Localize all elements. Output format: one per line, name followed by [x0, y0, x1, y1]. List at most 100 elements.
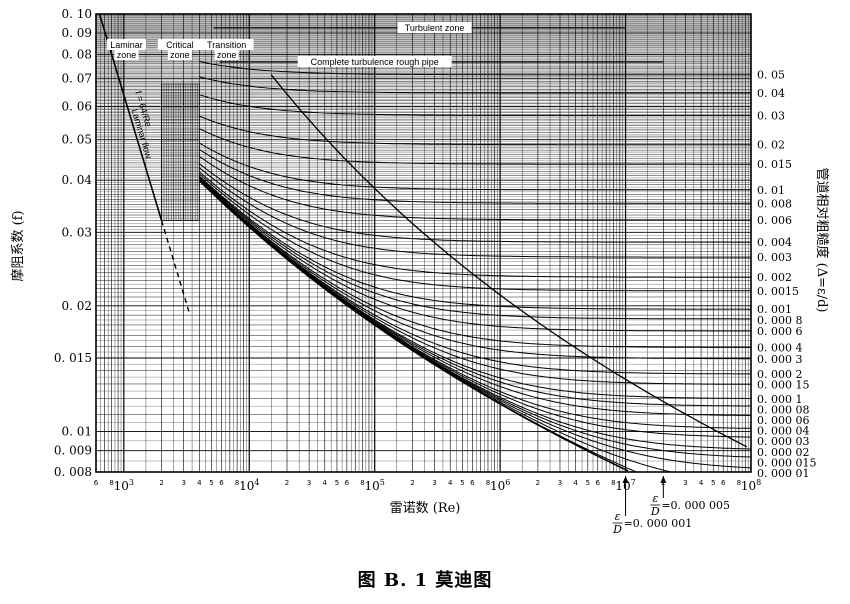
plot-frame [95, 13, 752, 473]
roughness-curve [199, 128, 751, 165]
roughness-curve [198, 167, 751, 258]
annotation-arrowhead [622, 476, 629, 483]
x-minor-label: 4 [699, 479, 704, 487]
figure-caption: 图 B. 1 莫迪图 [357, 570, 493, 591]
roughness-curve [198, 177, 751, 332]
x-minor-label: 2 [285, 479, 289, 487]
annotation-d: D [650, 505, 660, 518]
x-tick-label: 105 [365, 478, 385, 493]
x-minor-label: 6 [345, 479, 350, 487]
rough-zone-label: Complete turbulence rough pipe [311, 57, 439, 67]
rough-zone-label-bg [297, 56, 452, 67]
y-tick-label: 0. 009 [54, 444, 92, 458]
roughness-curve [199, 60, 751, 76]
x-minor-label: 3 [307, 479, 311, 487]
y-tick-label: 0. 09 [61, 26, 92, 40]
roughness-curve [198, 178, 751, 348]
roughness-curve [198, 171, 751, 278]
x-minor-label: 3 [181, 479, 185, 487]
roughness-label: 0. 006 [757, 214, 792, 227]
x-tick-label: 106 [490, 478, 510, 493]
roughness-label: 0. 001 [757, 303, 792, 316]
turbulent-zone-label-bg [397, 22, 472, 33]
x-minor-label: 6 [94, 479, 99, 487]
y-tick-label: 0. 06 [61, 100, 92, 114]
critical-zone-label-2-bg [167, 49, 192, 60]
roughness-label: 0. 000 02 [757, 446, 809, 459]
x-minor-label: 4 [573, 479, 578, 487]
y-tick-label: 0. 01 [61, 425, 92, 439]
roughness-curve [198, 173, 751, 292]
x-tick-label: 103 [114, 478, 134, 493]
y-tick-label: 0. 10 [61, 7, 92, 21]
y-tick-label: 0. 07 [61, 72, 92, 86]
roughness-label: 0. 002 [757, 271, 792, 284]
y-tick-label: 0. 08 [61, 47, 92, 61]
roughness-label: 0. 0015 [757, 285, 799, 298]
roughness-label: 0. 000 04 [757, 425, 809, 438]
roughness-curves [161, 60, 752, 473]
roughness-label: 0. 000 015 [757, 456, 816, 469]
x-minor-label: 8 [360, 479, 364, 487]
laminar-zone-label-bg [106, 39, 146, 50]
laminar-zone-label-2-bg [114, 49, 139, 60]
grid-lines [95, 13, 751, 473]
rough-boundary-line [270, 74, 748, 448]
x-minor-label: 4 [197, 479, 202, 487]
roughness-curve [199, 115, 751, 146]
y-tick-label: 0. 008 [54, 465, 92, 479]
roughness-label: 0. 02 [757, 139, 785, 152]
roughness-label: 0. 05 [757, 69, 785, 82]
x-minor-label: 3 [683, 479, 687, 487]
x-minor-label: 5 [460, 479, 464, 487]
x-minor-label: 2 [410, 479, 414, 487]
annotation-arrowhead [660, 476, 667, 483]
x-minor-label: 5 [335, 479, 339, 487]
roughness-label: 0. 000 2 [757, 368, 802, 381]
roughness-curve [198, 180, 636, 473]
y-tick-label: 0. 05 [61, 133, 92, 147]
x-minor-label: 8 [486, 479, 490, 487]
roughness-label: 0. 000 1 [757, 393, 802, 406]
y-axis-label: 摩阻系数 (f) [10, 210, 26, 281]
roughness-curve [198, 179, 751, 375]
y-tick-label: 0. 015 [54, 351, 92, 365]
x-minor-label: 3 [432, 479, 436, 487]
x-minor-label: 8 [737, 479, 741, 487]
roughness-curve [198, 175, 751, 310]
x-minor-label: 5 [209, 479, 213, 487]
roughness-label: 0. 000 6 [757, 325, 802, 338]
transition-zone-label-2-bg [214, 49, 239, 60]
x-tick-label: 108 [741, 478, 761, 493]
right-axis-label: 管道相对粗糙度 (Δ=ε/d) [814, 168, 830, 313]
x-minor-label: 6 [596, 479, 601, 487]
roughness-curve [199, 149, 751, 204]
laminar-zone-label-2: zone [117, 50, 137, 60]
x-minor-label: 6 [721, 479, 726, 487]
roughness-label: 0. 000 4 [757, 342, 802, 355]
roughness-curve [199, 155, 751, 221]
roughness-label: 0. 003 [757, 251, 792, 264]
annotation-eps: ε [615, 510, 621, 523]
roughness-label: 0. 000 08 [757, 403, 809, 416]
critical-zone-label-2: zone [170, 50, 190, 60]
x-tick-label: 104 [239, 478, 259, 493]
x-axis-label: 雷诺数 (Re) [390, 501, 461, 516]
roughness-curve [198, 179, 751, 407]
roughness-label: 0. 000 06 [757, 414, 809, 427]
roughness-label: 0. 04 [757, 87, 785, 100]
transition-zone-label: Transition [207, 40, 246, 50]
roughness-label: 0. 000 3 [757, 353, 802, 366]
x-minor-label: 8 [109, 479, 113, 487]
roughness-label: 0. 000 8 [757, 314, 802, 327]
x-minor-label: 4 [448, 479, 453, 487]
roughness-label: 0. 03 [757, 109, 785, 122]
roughness-curve [199, 76, 751, 94]
x-minor-label: 6 [219, 479, 224, 487]
annotation-value: =0. 000 001 [624, 517, 693, 530]
critical-zone-box [161, 83, 200, 222]
annotation-d: D [612, 523, 622, 536]
x-minor-label: 5 [711, 479, 715, 487]
x-minor-label: 2 [159, 479, 163, 487]
transition-zone-label-2: zone [217, 50, 237, 60]
